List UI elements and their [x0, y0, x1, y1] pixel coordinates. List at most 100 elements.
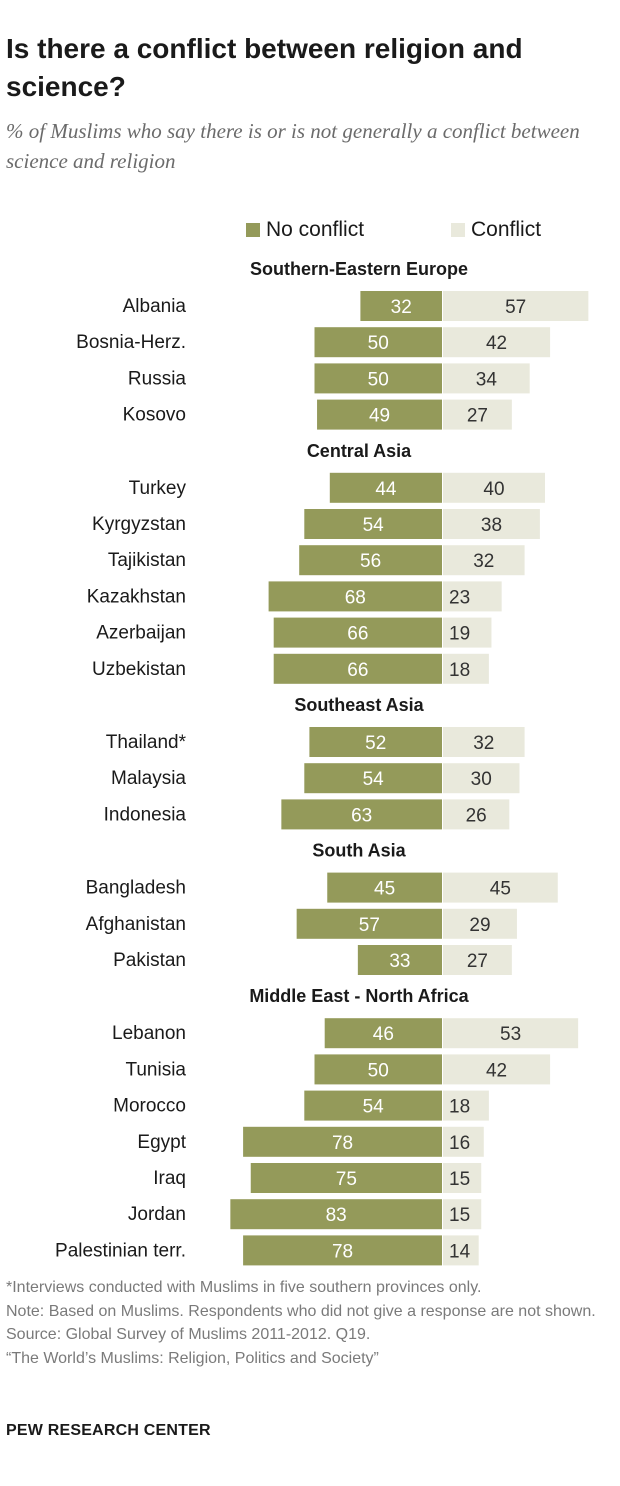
bar-no-conflict-indonesia [281, 799, 442, 830]
value-conflict-bangladesh: 45 [490, 879, 511, 900]
bar-no-conflict-albania [360, 291, 442, 321]
row-label-palestinian-terr: Palestinian terr. [55, 1240, 186, 1261]
footnote: *Interviews conducted with Muslims in fi… [6, 1279, 482, 1296]
value-conflict-jordan: 15 [449, 1205, 470, 1226]
bar-no-conflict-morocco [304, 1090, 442, 1121]
value-no-conflict-kazakhstan: 68 [345, 587, 366, 608]
value-conflict-uzbekistan: 18 [449, 660, 470, 681]
bar-conflict-turkey [443, 472, 545, 503]
group-header-south-asia: South Asia [312, 841, 406, 861]
bar-no-conflict-palestinian-terr [243, 1235, 442, 1266]
value-no-conflict-morocco: 54 [363, 1097, 385, 1118]
value-conflict-bosnia-herz: 42 [486, 333, 507, 354]
row-label-thailand: Thailand* [106, 732, 187, 753]
bar-no-conflict-russia [314, 363, 442, 394]
bar-conflict-pakistan [443, 945, 512, 975]
value-no-conflict-albania: 32 [391, 297, 412, 318]
bar-no-conflict-malaysia [304, 763, 442, 794]
row-label-bangladesh: Bangladesh [86, 878, 186, 899]
value-conflict-kyrgyzstan: 38 [481, 515, 502, 536]
chart-subtitle: % of Muslims who say there is or is not … [6, 119, 580, 173]
bar-no-conflict-pakistan [357, 945, 442, 975]
bar-no-conflict-bangladesh [327, 872, 442, 903]
value-no-conflict-bosnia-herz: 50 [368, 333, 389, 354]
bar-no-conflict-kyrgyzstan [304, 509, 442, 539]
value-conflict-tunisia: 42 [486, 1060, 507, 1081]
row-label-kosovo: Kosovo [123, 405, 186, 426]
bar-conflict-morocco [443, 1090, 489, 1121]
value-conflict-indonesia: 26 [466, 805, 487, 826]
bar-conflict-albania [443, 291, 589, 321]
bar-conflict-jordan [443, 1199, 482, 1230]
legend-no-conflict: No conflict [246, 218, 364, 242]
value-no-conflict-palestinian-terr: 78 [332, 1241, 353, 1262]
chart-legend: No conflict Conflict [0, 218, 620, 244]
bar-conflict-tunisia [443, 1054, 551, 1085]
bar-conflict-kyrgyzstan [443, 509, 540, 539]
bar-conflict-russia [443, 363, 530, 394]
row-label-albania: Albania [123, 296, 187, 317]
bar-no-conflict-iraq [250, 1163, 442, 1193]
group-header-southeast-asia: Southeast Asia [294, 695, 424, 715]
legend-conflict: Conflict [451, 218, 541, 242]
bar-no-conflict-bosnia-herz [314, 327, 442, 358]
value-no-conflict-kosovo: 49 [369, 406, 390, 427]
value-conflict-afghanistan: 29 [469, 915, 490, 936]
value-conflict-azerbaijan: 19 [449, 624, 470, 645]
bar-conflict-kosovo [443, 399, 512, 430]
bar-no-conflict-thailand [309, 727, 442, 757]
row-label-turkey: Turkey [129, 478, 187, 499]
row-label-uzbekistan: Uzbekistan [92, 659, 186, 680]
row-label-azerbaijan: Azerbaijan [96, 623, 186, 644]
row-label-iraq: Iraq [153, 1168, 186, 1189]
bar-conflict-kazakhstan [443, 581, 502, 612]
bar-no-conflict-afghanistan [296, 908, 442, 939]
bar-conflict-egypt [443, 1126, 484, 1157]
value-conflict-russia: 34 [476, 369, 498, 390]
row-label-indonesia: Indonesia [104, 804, 187, 825]
bar-conflict-bangladesh [443, 872, 558, 903]
value-conflict-turkey: 40 [483, 479, 504, 500]
value-no-conflict-indonesia: 63 [351, 805, 372, 826]
row-label-jordan: Jordan [128, 1204, 186, 1225]
value-no-conflict-turkey: 44 [375, 479, 397, 500]
row-label-pakistan: Pakistan [113, 950, 186, 971]
row-label-kyrgyzstan: Kyrgyzstan [92, 514, 186, 535]
bar-conflict-azerbaijan [443, 617, 492, 648]
row-label-tunisia: Tunisia [125, 1059, 186, 1080]
bar-no-conflict-turkey [329, 472, 442, 503]
value-no-conflict-uzbekistan: 66 [347, 660, 368, 681]
bar-conflict-indonesia [443, 799, 510, 830]
row-label-russia: Russia [128, 368, 187, 389]
bar-no-conflict-egypt [243, 1126, 442, 1157]
row-label-malaysia: Malaysia [111, 768, 186, 789]
diverging-bar-chart: Southern-Eastern Europe Albania 32 57 Bosnia… [55, 259, 589, 1266]
value-conflict-tajikistan: 32 [473, 551, 494, 572]
value-conflict-albania: 57 [505, 297, 526, 318]
bar-conflict-palestinian-terr [443, 1235, 479, 1266]
value-conflict-kazakhstan: 23 [449, 587, 470, 608]
bar-no-conflict-lebanon [324, 1018, 442, 1049]
row-label-egypt: Egypt [137, 1132, 186, 1153]
row-label-kazakhstan: Kazakhstan [87, 586, 186, 607]
bar-no-conflict-kazakhstan [268, 581, 442, 612]
value-conflict-malaysia: 30 [471, 769, 492, 790]
value-conflict-kosovo: 27 [467, 406, 488, 427]
value-no-conflict-jordan: 83 [326, 1205, 347, 1226]
group-header-central-asia: Central Asia [307, 441, 412, 461]
note: Note: Based on Muslims. Respondents who … [6, 1302, 596, 1320]
value-no-conflict-tunisia: 50 [368, 1060, 389, 1081]
bar-no-conflict-tajikistan [299, 545, 442, 576]
value-conflict-morocco: 18 [449, 1097, 470, 1118]
bar-no-conflict-azerbaijan [273, 617, 442, 648]
value-conflict-egypt: 16 [449, 1133, 470, 1154]
legend-label-conflict: Conflict [471, 218, 542, 241]
value-conflict-iraq: 15 [449, 1169, 470, 1190]
group-header-middle-east-north-africa: Middle East - North Africa [249, 986, 469, 1006]
chart-notes: *Interviews conducted with Muslims in fi… [6, 1276, 616, 1370]
value-no-conflict-azerbaijan: 66 [347, 624, 368, 645]
value-conflict-pakistan: 27 [467, 951, 488, 972]
row-label-afghanistan: Afghanistan [86, 914, 186, 935]
value-no-conflict-pakistan: 33 [389, 951, 410, 972]
pew-logo-text: PEW RESEARCH CENTER [6, 1422, 211, 1439]
